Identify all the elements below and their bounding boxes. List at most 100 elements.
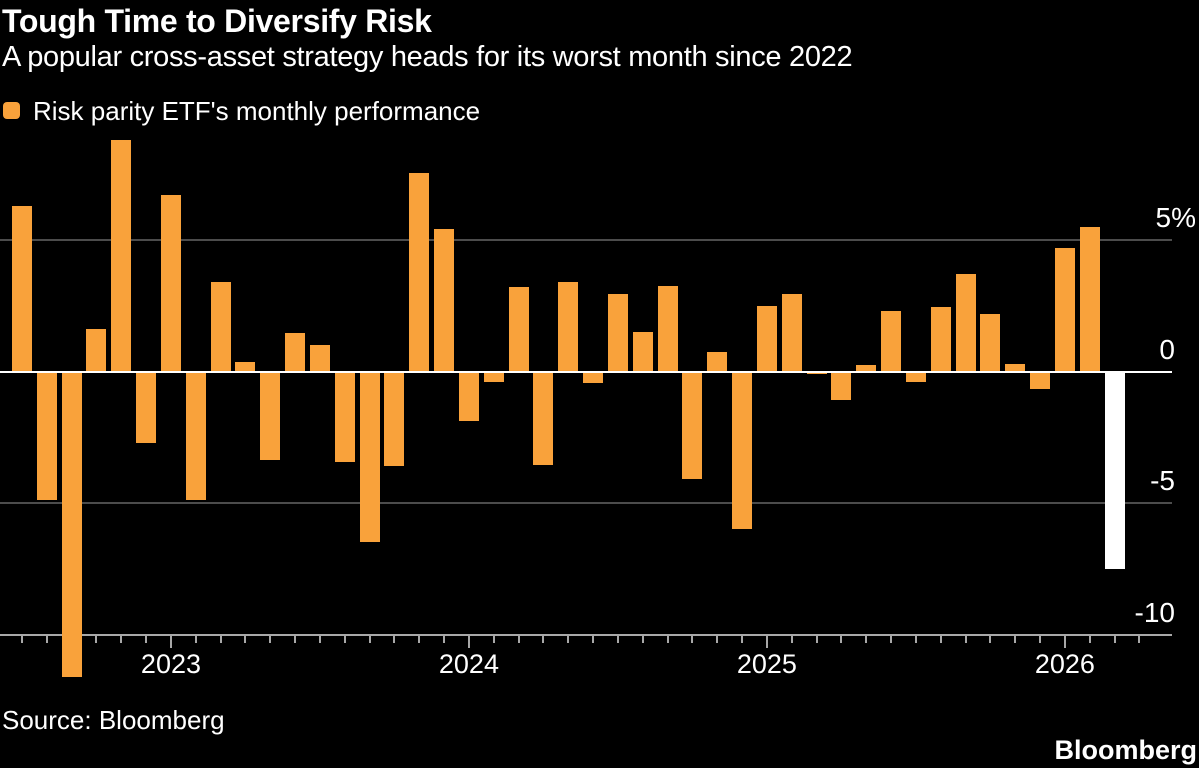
x-tick-minor: [244, 635, 247, 643]
x-tick-minor: [716, 635, 719, 643]
x-tick-minor: [939, 635, 942, 643]
x-tick-minor: [989, 635, 992, 643]
bar-2024-11: [707, 351, 728, 372]
x-tick-minor: [666, 635, 669, 643]
bar-2024-05: [558, 282, 579, 372]
gridline--10: [0, 633, 1172, 636]
x-tick-minor: [318, 635, 321, 643]
bar-2025-02: [781, 293, 802, 372]
bar-2025-09: [955, 274, 976, 372]
bar-2022-09: [61, 371, 82, 677]
bar-2025-03: [806, 371, 827, 375]
x-tick-minor: [120, 635, 123, 643]
y-axis-label-0: 0: [1159, 333, 1175, 365]
chart-title: Tough Time to Diversify Risk: [2, 3, 432, 39]
x-tick-minor: [45, 635, 48, 643]
bar-2023-11: [409, 172, 430, 372]
x-tick-minor: [21, 635, 23, 643]
bar-2023-06: [285, 333, 306, 372]
x-tick-minor: [294, 635, 297, 643]
bar-2022-07: [12, 205, 32, 372]
x-tick-minor: [194, 635, 197, 643]
bar-2025-05: [856, 364, 877, 372]
x-tick-minor: [914, 635, 917, 643]
bar-2022-10: [86, 329, 107, 372]
x-tick-minor: [343, 635, 346, 643]
bar-2025-11: [1005, 363, 1026, 372]
x-axis-year-label-2024: 2024: [438, 648, 499, 679]
gridline--5: [0, 502, 1172, 504]
x-tick-minor: [790, 635, 793, 643]
bloomberg-logo: Bloomberg: [1054, 735, 1197, 765]
x-tick-minor: [517, 635, 520, 643]
x-tick-minor: [1113, 635, 1116, 643]
x-tick-minor: [1138, 635, 1141, 643]
bar-2026-02: [1079, 226, 1100, 372]
bar-2023-07: [309, 345, 330, 372]
x-tick-minor: [616, 635, 619, 643]
bar-2023-03: [210, 282, 231, 372]
bar-2023-08: [334, 371, 355, 463]
bar-2023-12: [434, 229, 455, 372]
zero-baseline: [0, 370, 1172, 373]
x-tick-minor: [815, 635, 818, 643]
x-tick-minor: [741, 635, 744, 643]
bar-2024-09: [657, 286, 678, 372]
bar-2026-03: [1104, 371, 1125, 569]
bar-2024-04: [533, 371, 554, 465]
bar-2023-01: [160, 195, 181, 372]
bar-2024-01: [458, 371, 479, 422]
x-tick-minor: [368, 635, 371, 643]
bar-2022-11: [111, 140, 132, 372]
x-tick-minor: [542, 635, 545, 643]
bar-2025-12: [1030, 371, 1051, 389]
x-tick-minor: [95, 635, 98, 643]
bar-2023-10: [384, 371, 405, 467]
bar-2024-02: [483, 371, 504, 383]
x-tick-minor: [393, 635, 396, 643]
source-note: Source: Bloomberg: [2, 705, 225, 735]
x-tick-minor: [269, 635, 272, 643]
x-tick-minor: [964, 635, 967, 643]
x-tick-minor: [641, 635, 644, 643]
bar-2025-07: [905, 371, 926, 383]
bar-2024-10: [682, 371, 703, 480]
x-tick-minor: [890, 635, 893, 643]
y-axis-label--10: -10: [1134, 596, 1175, 628]
bar-2024-07: [607, 293, 628, 372]
bar-2022-08: [36, 371, 57, 501]
x-tick-minor: [1039, 635, 1042, 643]
gridline-5: [0, 239, 1172, 241]
x-tick-minor: [418, 635, 421, 643]
bar-2025-08: [930, 307, 951, 372]
x-tick-minor: [691, 635, 694, 643]
bar-2025-04: [831, 371, 852, 401]
x-tick-minor: [567, 635, 570, 643]
x-tick-minor: [492, 635, 495, 643]
x-tick-minor: [592, 635, 595, 643]
x-axis-year-label-2025: 2025: [736, 648, 797, 679]
x-tick-major: [1063, 635, 1066, 648]
x-tick-minor: [145, 635, 148, 643]
bar-2024-12: [732, 371, 753, 530]
x-tick-minor: [1014, 635, 1017, 643]
bar-2025-01: [756, 305, 777, 372]
legend-series-label: Risk parity ETF's monthly performance: [33, 96, 481, 126]
x-tick-minor: [840, 635, 843, 643]
x-tick-minor: [1088, 635, 1091, 643]
bar-2023-05: [260, 371, 281, 460]
x-axis-year-label-2026: 2026: [1034, 648, 1095, 679]
bar-2026-01: [1054, 247, 1075, 372]
x-tick-major: [765, 635, 768, 648]
legend-swatch-icon: [3, 102, 20, 119]
bar-2024-08: [632, 332, 653, 372]
y-axis-label-5: 5%: [1155, 202, 1196, 233]
bar-2025-10: [980, 313, 1001, 372]
x-axis-year-label-2023: 2023: [140, 648, 202, 679]
bar-2022-12: [136, 371, 157, 443]
x-tick-major: [467, 635, 470, 648]
bar-2023-09: [359, 371, 380, 543]
bar-2023-02: [185, 371, 206, 501]
bar-2023-04: [235, 362, 256, 372]
